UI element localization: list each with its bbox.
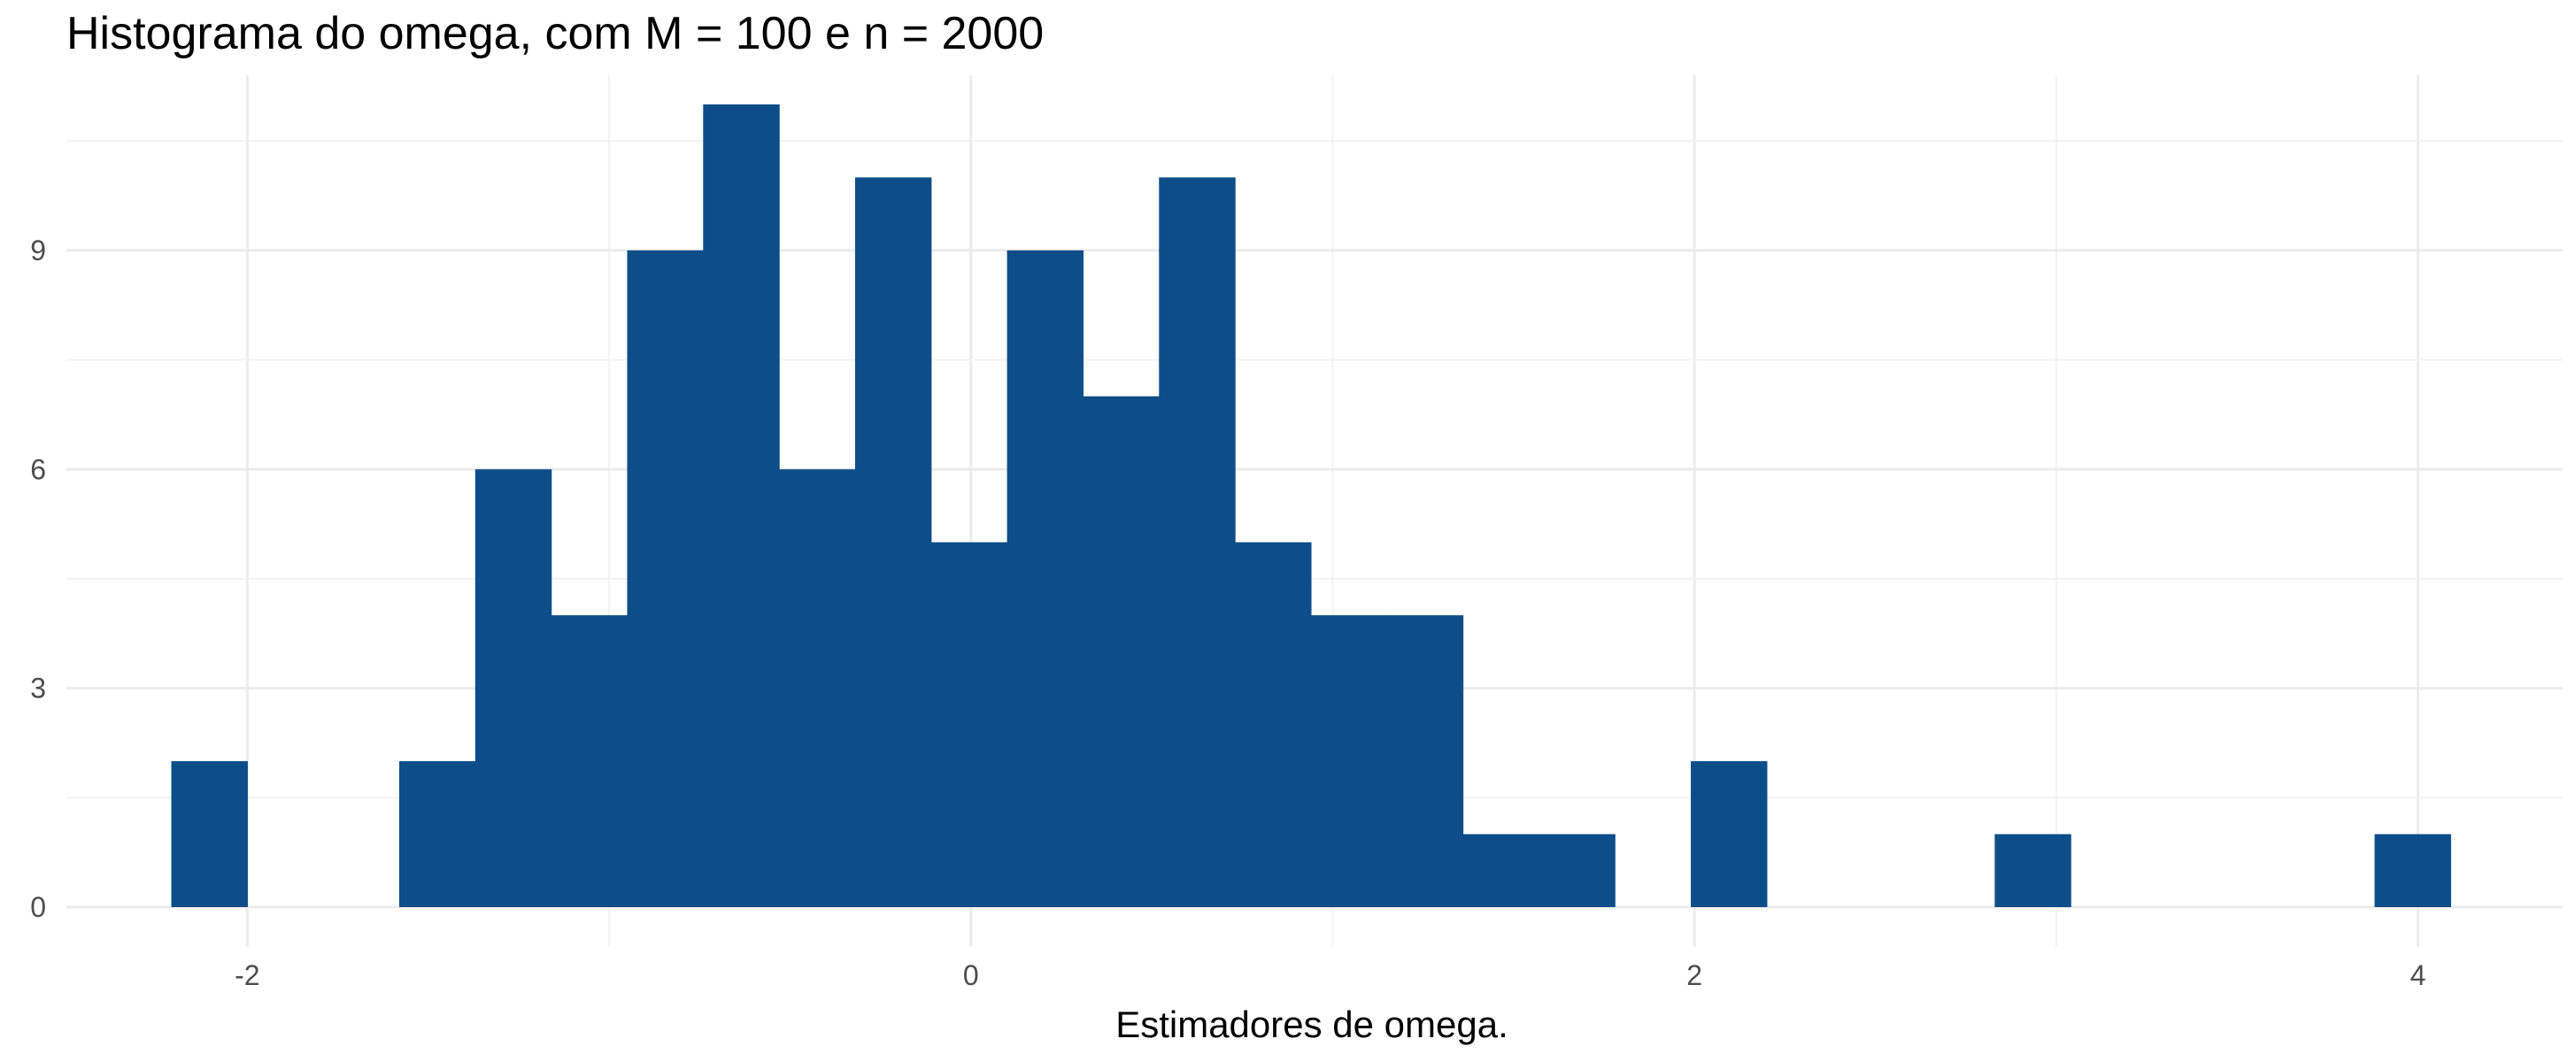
x-tick-label: 2: [1686, 959, 1702, 991]
histogram-bar: [854, 177, 932, 907]
histogram-bar: [1386, 615, 1464, 907]
histogram-bar: [171, 761, 248, 907]
y-tick-label: 3: [30, 673, 46, 704]
histogram-bars: [171, 104, 2451, 908]
y-tick-label: 0: [30, 891, 46, 923]
y-tick-label: 6: [30, 453, 46, 485]
y-axis-ticks: 0 3 6 9: [30, 235, 46, 923]
x-axis-title: Estimadores de omega.: [1115, 1004, 1508, 1045]
histogram-bar: [1994, 834, 2071, 907]
histogram-bar: [1159, 177, 1236, 907]
histogram-bar: [1310, 615, 1388, 907]
histogram-bar: [474, 469, 552, 907]
y-tick-label: 9: [30, 235, 46, 266]
histogram-bar: [1235, 542, 1312, 907]
histogram-bar: [1539, 834, 1616, 907]
histogram-bar: [1462, 834, 1539, 907]
histogram-bar: [1691, 761, 1768, 907]
histogram-bar: [1083, 396, 1160, 907]
histogram-bar: [779, 469, 856, 907]
histogram-bar: [399, 761, 476, 907]
histogram-bar: [930, 542, 1008, 907]
histogram-bar: [551, 615, 629, 907]
histogram-bar: [627, 250, 704, 907]
x-tick-label: 4: [2410, 959, 2426, 991]
histogram-bar: [1006, 250, 1084, 907]
x-tick-label: 0: [963, 959, 979, 991]
x-axis-ticks: -2 0 2 4: [235, 959, 2426, 991]
histogram-bar: [703, 104, 780, 908]
chart-title: Histograma do omega, com M = 100 e n = 2…: [66, 8, 1045, 59]
x-tick-label: -2: [235, 959, 259, 991]
histogram-bar: [2374, 834, 2451, 907]
